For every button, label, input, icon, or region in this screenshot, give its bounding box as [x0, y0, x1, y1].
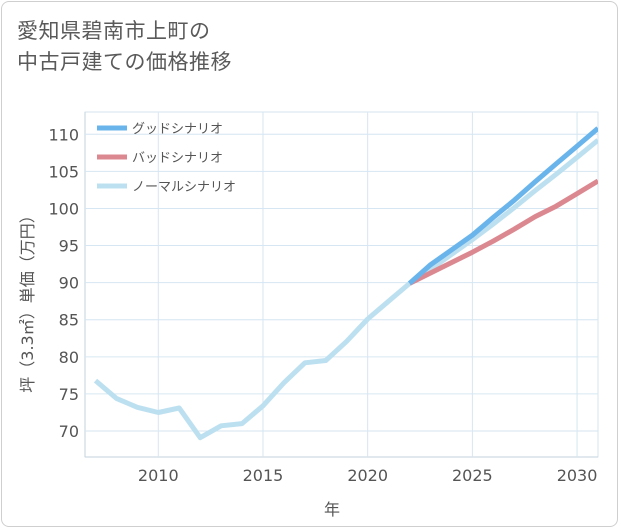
y-tick-label: 70	[59, 422, 79, 441]
legend-label-good: グッドシナリオ	[132, 122, 223, 137]
legend-label-bad: バッドシナリオ	[132, 151, 223, 166]
series-line-bad	[408, 178, 598, 286]
y-tick-label: 85	[59, 311, 79, 330]
legend-label-normal: ノーマルシナリオ	[132, 180, 236, 195]
x-tick-label: 2015	[243, 466, 284, 485]
y-tick-label: 80	[59, 348, 79, 367]
title-line-1: 愛知県碧南市上町の	[17, 19, 211, 43]
x-axis-label: 年	[324, 500, 340, 519]
y-tick-label: 75	[59, 385, 79, 404]
x-tick-label: 2025	[452, 466, 493, 485]
axis-ticks: 70 75 80 85 90 95 100 105 110 2010 2015 2020 2025 203…	[48, 125, 597, 485]
grid	[84, 111, 599, 458]
x-tick-label: 2020	[347, 466, 388, 485]
page-title: 愛知県碧南市上町の 中古戸建ての価格推移	[17, 16, 232, 78]
title-line-2: 中古戸建ての価格推移	[17, 50, 232, 74]
series-lines	[93, 126, 598, 441]
y-axis-label: 坪（3.3㎡）単価（万円）	[18, 207, 37, 392]
y-tick-label: 110	[48, 125, 79, 144]
y-tick-label: 100	[48, 199, 79, 218]
y-tick-label: 95	[59, 237, 79, 256]
y-tick-label: 90	[59, 274, 79, 293]
x-tick-label: 2010	[138, 466, 179, 485]
x-tick-label: 2030	[557, 466, 598, 485]
series-line-normal	[93, 138, 598, 441]
y-tick-label: 105	[48, 162, 79, 181]
series-line-good	[407, 126, 598, 286]
